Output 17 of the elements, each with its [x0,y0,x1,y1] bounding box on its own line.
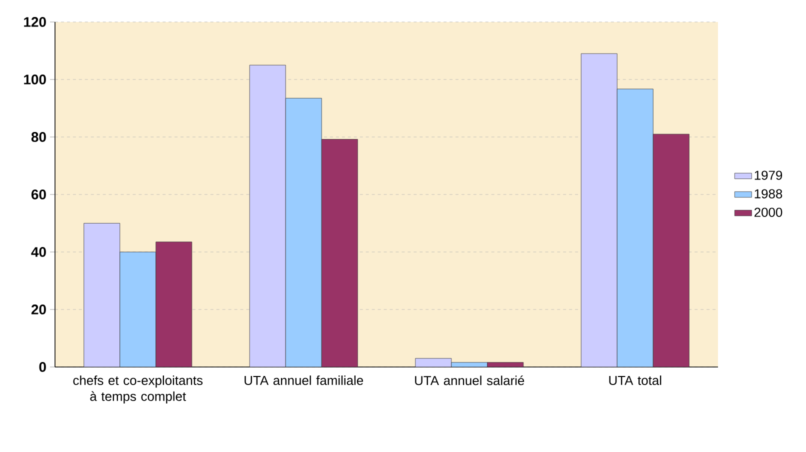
bar [652,134,690,367]
y-tick-label: 120 [24,17,46,27]
x-tick-label: chefs et co-exploitants à temps complet [73,376,203,404]
legend-label: 2000 [754,208,782,217]
x-tick-label: UTA annuel familiale [244,376,364,386]
legend-label: 1988 [754,189,782,198]
x-tick-label: UTA total [609,376,662,386]
y-tick-label: 80 [31,132,46,142]
legend-label: 1979 [754,170,782,180]
y-tick-label: 60 [31,190,46,200]
y-tick-label: 20 [31,304,46,314]
x-tick-label: UTA annuel salarié [415,376,524,386]
bar [156,242,192,367]
y-tick-label: 100 [24,74,46,84]
bar [321,139,358,367]
y-tick-label: 40 [31,247,46,257]
y-tick-label: 0 [39,362,46,372]
